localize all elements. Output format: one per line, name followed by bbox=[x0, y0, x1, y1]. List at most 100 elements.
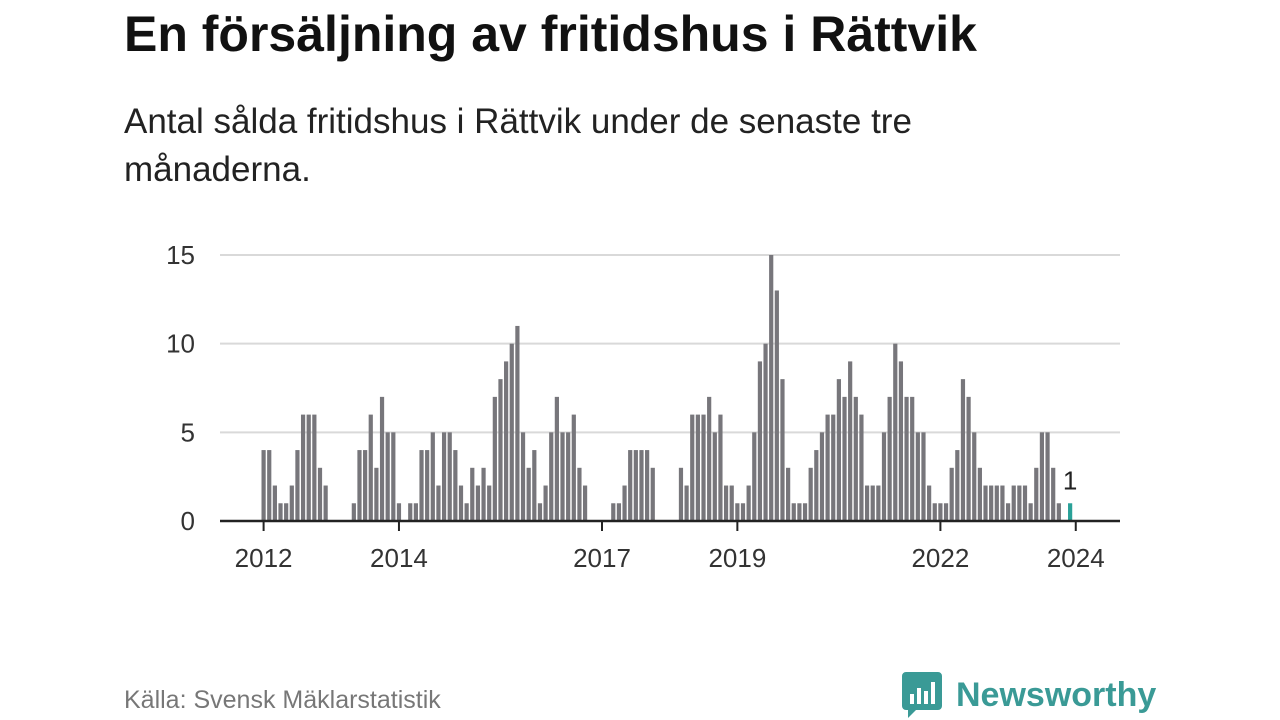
bar bbox=[357, 450, 362, 521]
bar bbox=[746, 485, 751, 521]
bar bbox=[1017, 485, 1022, 521]
bar bbox=[893, 343, 898, 521]
bar bbox=[487, 485, 492, 521]
bar bbox=[554, 396, 559, 521]
bar bbox=[752, 432, 757, 521]
bar bbox=[831, 414, 836, 521]
bar bbox=[1011, 485, 1016, 521]
bar bbox=[786, 467, 791, 521]
x-tick-label: 2014 bbox=[370, 543, 428, 573]
bar bbox=[769, 255, 774, 521]
bar bbox=[481, 467, 486, 521]
y-axis-labels: 0 5 10 15 bbox=[166, 240, 195, 536]
bar bbox=[379, 396, 385, 521]
bar bbox=[396, 503, 402, 521]
brand-name: Newsworthy bbox=[956, 675, 1157, 714]
bar bbox=[723, 485, 729, 521]
bar bbox=[1000, 485, 1005, 521]
bar bbox=[915, 432, 920, 521]
bar bbox=[628, 450, 633, 521]
bar bbox=[391, 432, 396, 521]
bar bbox=[425, 450, 430, 521]
bar bbox=[966, 396, 971, 521]
bar bbox=[560, 432, 565, 521]
bar bbox=[898, 361, 904, 521]
bar bbox=[774, 290, 779, 521]
bar bbox=[430, 432, 435, 521]
bar bbox=[938, 503, 943, 521]
bar bbox=[639, 450, 644, 521]
bar bbox=[763, 343, 768, 521]
bar bbox=[977, 467, 982, 521]
bar bbox=[532, 450, 537, 521]
data-label-last: 1 bbox=[1063, 465, 1077, 495]
bar bbox=[464, 503, 469, 521]
bar bbox=[622, 485, 627, 521]
bar bbox=[921, 432, 926, 521]
bar bbox=[678, 467, 684, 521]
bar bbox=[994, 485, 999, 521]
bar bbox=[791, 503, 796, 521]
bar bbox=[848, 361, 853, 521]
bar bbox=[876, 485, 881, 521]
x-tick-label: 2024 bbox=[1047, 543, 1105, 573]
bar bbox=[1045, 432, 1050, 521]
bar bbox=[802, 503, 808, 521]
source-note: Källa: Svensk Mäklarstatistik bbox=[124, 686, 441, 714]
chart-subtitle: Antal sålda fritidshus i Rättvik under d… bbox=[124, 102, 912, 189]
annotations: 1 bbox=[1063, 465, 1077, 495]
bar bbox=[842, 396, 847, 521]
bar bbox=[949, 467, 954, 521]
bar bbox=[295, 450, 300, 521]
bar bbox=[526, 467, 531, 521]
bar bbox=[808, 467, 813, 521]
bar bbox=[707, 396, 712, 521]
y-tick-label: 0 bbox=[181, 506, 195, 536]
bar bbox=[300, 414, 306, 521]
bar bbox=[492, 396, 497, 521]
x-tick-label: 2012 bbox=[235, 543, 293, 573]
bar bbox=[453, 450, 458, 521]
bar bbox=[955, 450, 960, 521]
y-tick-label: 5 bbox=[181, 417, 195, 447]
bar bbox=[323, 485, 328, 521]
bar bbox=[910, 396, 915, 521]
x-axis bbox=[220, 519, 1120, 531]
bar bbox=[836, 379, 841, 521]
y-tick-label: 15 bbox=[166, 240, 195, 270]
bar bbox=[853, 396, 858, 521]
bar-highlight bbox=[1068, 503, 1073, 521]
bar bbox=[385, 432, 390, 521]
bar bbox=[859, 414, 864, 521]
bar bbox=[470, 467, 475, 521]
x-tick-label: 2022 bbox=[911, 543, 969, 573]
bar bbox=[261, 450, 266, 521]
bar bbox=[927, 485, 932, 521]
x-tick-label: 2019 bbox=[708, 543, 766, 573]
chart-title: En försäljning av fritidshus i Rättvik bbox=[124, 6, 977, 62]
bar bbox=[904, 396, 909, 521]
bar bbox=[825, 414, 830, 521]
bar bbox=[537, 503, 543, 521]
bar bbox=[932, 503, 937, 521]
x-tick-label: 2017 bbox=[573, 543, 631, 573]
bar bbox=[960, 379, 966, 521]
bar bbox=[543, 485, 548, 521]
bar bbox=[515, 325, 520, 521]
bar bbox=[989, 485, 994, 521]
bar bbox=[645, 450, 650, 521]
bar bbox=[718, 414, 723, 521]
bar bbox=[1034, 467, 1039, 521]
bar bbox=[549, 432, 554, 521]
bar bbox=[701, 414, 706, 521]
bar bbox=[757, 361, 763, 521]
bar bbox=[441, 432, 447, 521]
bar bbox=[374, 467, 379, 521]
bars bbox=[261, 255, 1073, 521]
bar bbox=[413, 503, 418, 521]
bar bbox=[611, 503, 616, 521]
bar bbox=[943, 503, 949, 521]
bar bbox=[289, 485, 294, 521]
bar bbox=[267, 450, 272, 521]
brand-logo: Newsworthy bbox=[902, 670, 1156, 720]
